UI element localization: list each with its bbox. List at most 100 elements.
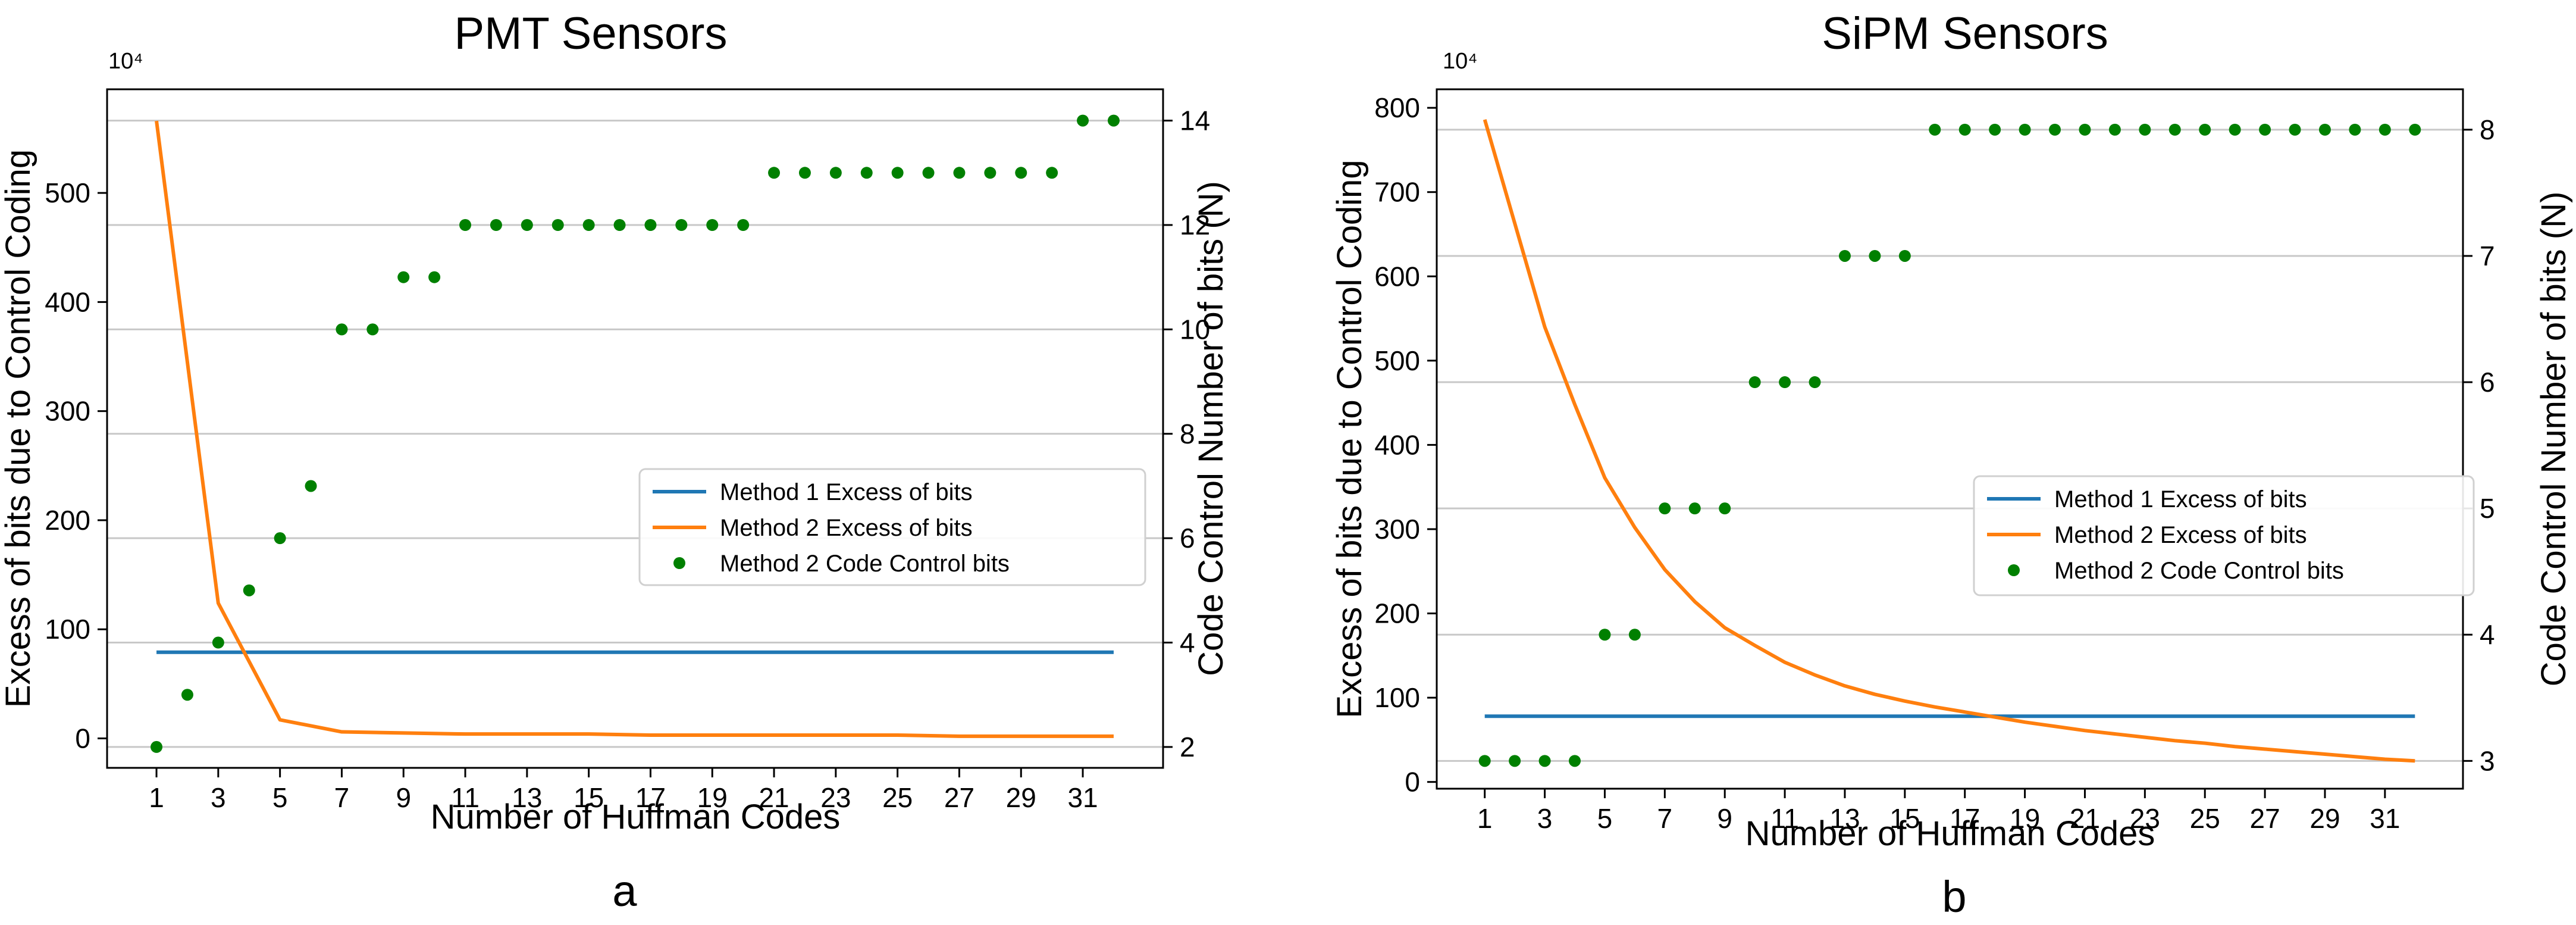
data-point xyxy=(1015,167,1027,179)
data-point xyxy=(2349,123,2361,136)
plot-frame xyxy=(106,88,1164,769)
y-tick-label: 500 xyxy=(1374,345,1420,376)
data-point xyxy=(860,167,873,179)
data-point xyxy=(2289,123,2301,136)
x-tick-label: 29 xyxy=(2309,803,2340,834)
data-point xyxy=(521,219,533,231)
y-tick-label: 400 xyxy=(45,286,90,317)
data-point xyxy=(397,271,410,283)
y-tick-label: 500 xyxy=(45,177,90,208)
x-tick-label: 13 xyxy=(1829,803,1860,834)
x-tick-label: 3 xyxy=(211,782,226,813)
y-tick-label: 200 xyxy=(1374,598,1420,629)
data-point xyxy=(243,584,255,596)
data-point xyxy=(1478,755,1491,767)
legend-entry: Method 2 Excess of bits xyxy=(2054,522,2307,548)
y2-tick-label: 7 xyxy=(2480,240,2495,271)
panel-sublabel: b xyxy=(1942,872,1966,921)
x-axis-label: Number of Huffman Codes xyxy=(431,798,841,836)
y-tick-label: 400 xyxy=(1374,429,1420,460)
legend-entry: Method 2 Excess of bits xyxy=(720,515,973,541)
data-point xyxy=(1628,629,1641,641)
data-point xyxy=(274,532,286,545)
series-method-2-excess-of-bits xyxy=(155,120,1114,738)
y-tick-label: 200 xyxy=(45,505,90,536)
data-point xyxy=(1538,755,1551,767)
y2-tick-label: 8 xyxy=(1180,418,1195,449)
data-point xyxy=(459,219,472,231)
x-tick-label: 21 xyxy=(2070,803,2100,834)
data-point xyxy=(2139,123,2151,136)
legend-box xyxy=(638,468,1146,586)
legend: Method 1 Excess of bits Method 2 Excess o… xyxy=(1973,475,2475,596)
y-axis-label: Excess of bits due to Control Coding xyxy=(1330,160,1369,718)
data-point xyxy=(1869,249,1881,262)
series-method-2-code-control-bits xyxy=(151,114,1120,753)
y-tick-label: 600 xyxy=(1374,261,1420,292)
y2-tick-label: 12 xyxy=(1180,210,1210,240)
data-point xyxy=(2229,123,2241,136)
x-tick-label: 5 xyxy=(272,782,288,813)
y-tick-label: 800 xyxy=(1374,92,1420,123)
series-method-2-code-control-bits xyxy=(1478,123,2421,767)
x-tick-label: 7 xyxy=(334,782,350,813)
legend-swatch xyxy=(2008,564,2020,576)
x-tick-label: 7 xyxy=(1657,803,1673,834)
data-point xyxy=(829,167,842,179)
data-point xyxy=(428,271,441,283)
x-tick-label: 15 xyxy=(574,782,604,813)
data-point xyxy=(1077,114,1089,127)
data-point xyxy=(151,740,163,753)
series-line xyxy=(155,120,1114,738)
x-tick-label: 11 xyxy=(451,782,480,813)
y-tick-label: 300 xyxy=(45,396,90,427)
y2-tick-label: 3 xyxy=(2480,745,2495,776)
data-point xyxy=(2168,123,2181,136)
data-point xyxy=(1107,114,1120,127)
y-axis-multiplier: 10⁴ xyxy=(1443,49,1478,74)
data-point xyxy=(582,219,595,231)
chart-title: SiPM Sensors xyxy=(1822,8,2108,59)
y2-axis-label: Code Control Number of bits (N) xyxy=(2534,192,2573,687)
data-point xyxy=(2199,123,2211,136)
x-tick-label: 29 xyxy=(1006,782,1036,813)
x-tick-label: 9 xyxy=(1717,803,1732,834)
x-tick-label: 3 xyxy=(1537,803,1553,834)
data-point xyxy=(1688,502,1701,515)
x-tick-label: 5 xyxy=(1597,803,1613,834)
y-tick-label: 300 xyxy=(1374,514,1420,545)
legend: Method 1 Excess of bits Method 2 Excess o… xyxy=(638,468,1146,586)
data-point xyxy=(305,480,317,492)
y2-tick-label: 14 xyxy=(1180,105,1210,136)
data-point xyxy=(953,167,966,179)
data-point xyxy=(490,219,502,231)
y-tick-label: 0 xyxy=(75,723,90,754)
y2-tick-label: 5 xyxy=(2480,493,2495,524)
x-tick-label: 15 xyxy=(1889,803,1920,834)
data-point xyxy=(891,167,904,179)
y2-tick-label: 6 xyxy=(2480,367,2495,398)
data-point xyxy=(1046,167,1058,179)
y-tick-label: 100 xyxy=(1374,682,1420,713)
x-tick-label: 9 xyxy=(396,782,411,813)
y2-tick-label: 10 xyxy=(1180,314,1210,345)
y-tick-label: 700 xyxy=(1374,177,1420,208)
x-tick-label: 13 xyxy=(512,782,542,813)
legend-entry: Method 1 Excess of bits xyxy=(2054,486,2307,512)
data-point xyxy=(1599,629,1611,641)
data-point xyxy=(1929,123,1941,136)
x-tick-label: 27 xyxy=(2250,803,2280,834)
data-point xyxy=(1569,755,1581,767)
data-point xyxy=(1898,249,1911,262)
data-point xyxy=(737,219,750,231)
panel-sublabel: a xyxy=(612,866,637,915)
legend-entry: Method 2 Code Control bits xyxy=(2054,558,2344,584)
data-point xyxy=(1779,376,1791,389)
y-axis-label: Excess of bits due to Control Coding xyxy=(0,149,37,708)
data-point xyxy=(1719,502,1731,515)
plot-frame xyxy=(1436,88,2464,790)
data-point xyxy=(2409,123,2421,136)
y2-tick-label: 6 xyxy=(1180,523,1195,554)
data-point xyxy=(798,167,811,179)
